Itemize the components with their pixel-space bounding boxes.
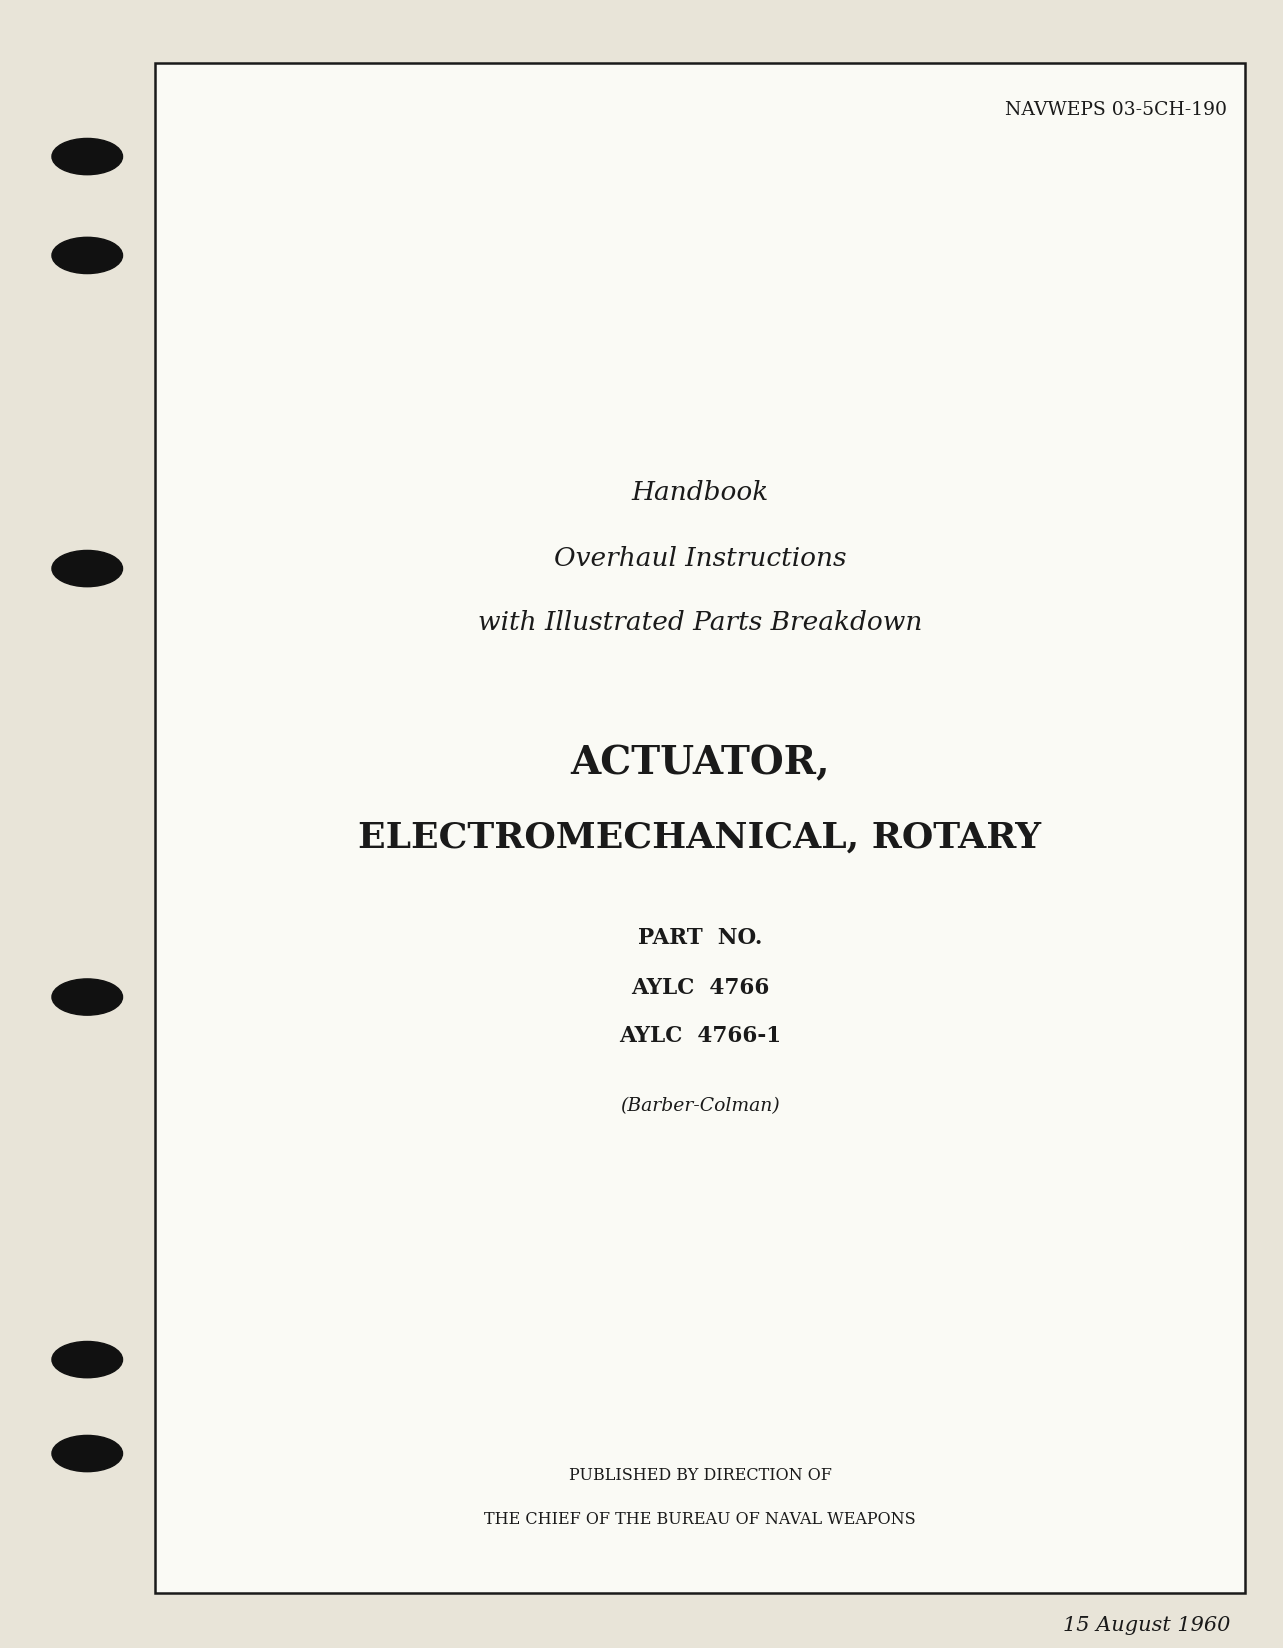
Text: AYLC  4766-1: AYLC 4766-1 (618, 1025, 781, 1046)
Ellipse shape (53, 979, 123, 1015)
Text: PART  NO.: PART NO. (638, 926, 762, 949)
Text: NAVWEPS 03-5CH-190: NAVWEPS 03-5CH-190 (1005, 101, 1227, 119)
Text: 15 August 1960: 15 August 1960 (1062, 1617, 1230, 1635)
Text: with Illustrated Parts Breakdown: with Illustrated Parts Breakdown (477, 610, 922, 636)
Text: ELECTROMECHANICAL, ROTARY: ELECTROMECHANICAL, ROTARY (358, 821, 1042, 855)
Text: (Barber-Colman): (Barber-Colman) (620, 1098, 780, 1116)
Text: ACTUATOR,: ACTUATOR, (570, 743, 830, 783)
Text: THE CHIEF OF THE BUREAU OF NAVAL WEAPONS: THE CHIEF OF THE BUREAU OF NAVAL WEAPONS (484, 1511, 916, 1528)
Ellipse shape (53, 138, 123, 175)
Ellipse shape (53, 1341, 123, 1378)
Text: Handbook: Handbook (631, 481, 769, 506)
Text: PUBLISHED BY DIRECTION OF: PUBLISHED BY DIRECTION OF (568, 1467, 831, 1485)
FancyBboxPatch shape (155, 63, 1245, 1594)
Ellipse shape (53, 1435, 123, 1472)
Text: Overhaul Instructions: Overhaul Instructions (554, 545, 847, 570)
Ellipse shape (53, 237, 123, 274)
Text: AYLC  4766: AYLC 4766 (631, 977, 770, 999)
Ellipse shape (53, 550, 123, 587)
